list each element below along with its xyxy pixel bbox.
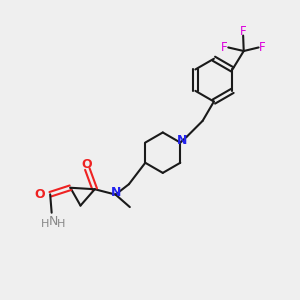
- Text: N: N: [177, 134, 187, 147]
- Text: F: F: [221, 41, 228, 54]
- Text: F: F: [259, 41, 266, 54]
- Text: F: F: [240, 25, 246, 38]
- Text: H: H: [57, 219, 65, 229]
- Text: N: N: [49, 215, 58, 228]
- Text: H: H: [41, 219, 49, 229]
- Text: N: N: [111, 186, 122, 199]
- Text: O: O: [81, 158, 92, 171]
- Text: O: O: [35, 188, 45, 201]
